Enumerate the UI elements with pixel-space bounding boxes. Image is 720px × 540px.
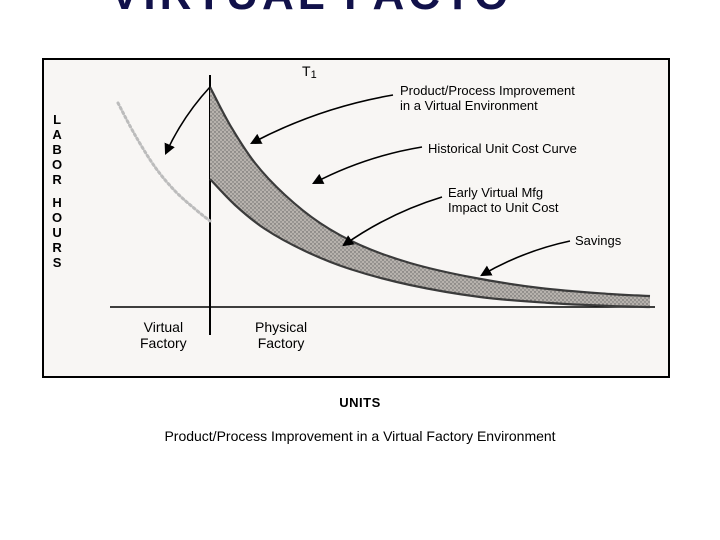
callout-early: Early Virtual MfgImpact to Unit Cost [448, 185, 559, 215]
t1-sub: 1 [311, 69, 317, 81]
callout-improve: Product/Process Improvementin a Virtual … [400, 83, 575, 113]
section-line: Virtual [140, 319, 187, 335]
y-char: H [52, 195, 62, 210]
y-char: A [52, 127, 62, 142]
callout-line: Early Virtual Mfg [448, 185, 559, 200]
y-char: U [52, 225, 62, 240]
section-line: Physical [255, 319, 307, 335]
y-char: O [52, 210, 62, 225]
plot-svg [110, 75, 655, 335]
y-char: R [52, 240, 62, 255]
section-physical: PhysicalFactory [255, 319, 307, 351]
y-char: L [52, 112, 62, 127]
section-line: Factory [255, 335, 307, 351]
y-char: R [52, 172, 62, 187]
callout-line: Impact to Unit Cost [448, 200, 559, 215]
y-gap [52, 187, 62, 195]
y-char: S [52, 255, 62, 270]
y-char: B [52, 142, 62, 157]
callout-historical: Historical Unit Cost Curve [428, 141, 577, 156]
plot-area: T1 Product/Process Improvementin a Virtu… [110, 75, 655, 335]
callout-savings: Savings [575, 233, 621, 248]
section-virtual: VirtualFactory [140, 319, 187, 351]
t1-label: T1 [302, 63, 317, 79]
callout-line: Savings [575, 233, 621, 248]
clipped-title: VIRTUAL FACTORY [110, 0, 510, 52]
clipped-title-text: VIRTUAL FACTORY [110, 0, 510, 20]
callout-line: Historical Unit Cost Curve [428, 141, 577, 156]
t1-t: T [302, 63, 311, 79]
callout-line: in a Virtual Environment [400, 98, 575, 113]
figure-caption: Product/Process Improvement in a Virtual… [0, 428, 720, 444]
y-axis-label: L A B O R H O U R S [52, 112, 62, 270]
callout-line: Product/Process Improvement [400, 83, 575, 98]
x-axis-label: UNITS [0, 395, 720, 410]
y-char: O [52, 157, 62, 172]
section-line: Factory [140, 335, 187, 351]
